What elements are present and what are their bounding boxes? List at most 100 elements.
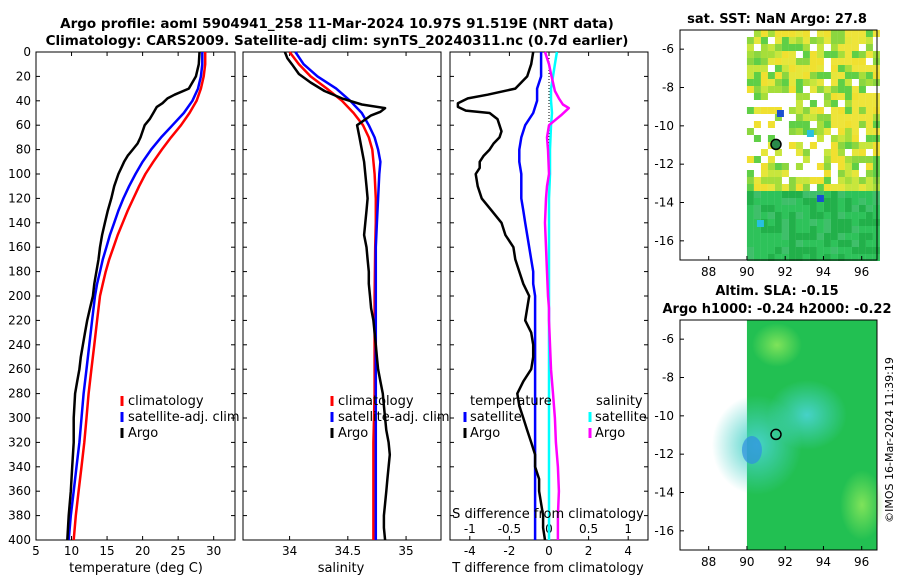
sst-pixel [802,30,810,37]
sst-pixel [830,30,838,37]
sst-pixel [816,191,824,198]
sst-pixel [872,128,880,135]
sst-pixel [781,163,789,170]
sst-pixel [767,58,775,65]
sst-pixel [753,107,761,114]
sst-pixel [830,114,838,121]
title-line-1: Argo profile: aoml 5904941_258 11-Mar-20… [60,16,614,32]
sst-pixel [837,107,845,114]
map-y-tick-label: -14 [654,196,674,210]
x-tick-label: 34 [282,544,297,558]
sst-pixel [872,135,880,142]
sst-pixel [760,170,768,177]
sst-pixel [851,254,859,261]
sst-pixel [774,184,782,191]
sst-pixel [823,128,831,135]
y-tick-label: 400 [8,533,31,547]
sst-pixel [844,170,852,177]
sst-pixel [830,184,838,191]
x-tick-label: 5 [32,544,40,558]
sst-pixel [809,219,817,226]
sst-pixel [774,65,782,72]
sst-pixel [767,212,775,219]
sst-pixel [865,65,873,72]
sla-map: 88 90 92 94 96 -6 -8 -10 -12 -14 -16 [654,319,884,569]
sst-pixel [830,65,838,72]
sst-pixel [788,142,796,149]
sst-pixel [809,100,817,107]
sst-pixel [753,226,761,233]
sst-pixel [809,247,817,254]
sst-pixel [795,37,803,44]
sst-pixel [816,51,824,58]
sst-pixel [760,93,768,100]
sst-pixel [816,135,824,142]
sst-pixel [858,51,866,58]
sst-pixel [774,86,782,93]
sst-pixel [872,226,880,233]
sst-pixel [837,156,845,163]
sst-pixel [851,107,859,114]
sst-pixel [844,51,852,58]
sst-pixel [788,184,796,191]
sst-pixel [809,114,817,121]
sst-pixel [802,254,810,261]
sst-pixel [809,107,817,114]
sst-pixel [844,65,852,72]
top-x-tick-label: -1 [464,522,476,536]
sst-pixel [858,100,866,107]
sst-pixel [844,121,852,128]
sst-pixel [823,86,831,93]
sst-pixel [844,177,852,184]
legend-heading-temperature: temperature [470,394,552,409]
sst-pixel [760,72,768,79]
sst-pixel [788,226,796,233]
sst-pixel [795,58,803,65]
sst-pixel [774,226,782,233]
sst-pixel [760,226,768,233]
sst-pixel [753,240,761,247]
sst-pixel [823,212,831,219]
sst-pixel [858,149,866,156]
sst-pixel [823,51,831,58]
sst-pixel [795,86,803,93]
sst-pixel [865,107,873,114]
sla-low-anomaly [741,436,762,464]
sst-pixel [858,86,866,93]
sst-pixel [795,184,803,191]
sst-pixel [781,212,789,219]
sst-pixel [837,37,845,44]
sst-pixel [802,177,810,184]
sst-pixel [858,37,866,44]
sst-pixel [830,226,838,233]
sst-pixel [795,240,803,247]
sst-pixel [858,142,866,149]
sst-pixel [858,30,866,37]
sst-pixel [746,156,754,163]
sst-pixel [837,149,845,156]
y-tick-label: 60 [16,118,31,132]
sst-pixel [844,79,852,86]
sst-pixel [837,93,845,100]
sst-pixel [767,79,775,86]
x-tick-label: 25 [171,544,186,558]
sst-pixel [802,58,810,65]
sst-pixel [816,163,824,170]
sst-pixel [760,254,768,261]
sst-pixel [795,198,803,205]
sst-pixel [795,254,803,261]
sst-pixel [865,240,873,247]
sst-pixel [767,205,775,212]
map-y-tick-label: -6 [662,42,674,56]
map-y-tick-label: -16 [654,524,674,538]
sst-pixel [837,198,845,205]
sst-pixel [809,240,817,247]
sst-pixel [865,121,873,128]
sst-pixel [872,65,880,72]
sst-pixel [781,198,789,205]
x-tick-label: 2 [585,544,593,558]
sst-pixel [795,114,803,121]
sst-pixel [795,142,803,149]
sst-pixel [788,58,796,65]
map-x-tick-label: 88 [701,555,716,569]
